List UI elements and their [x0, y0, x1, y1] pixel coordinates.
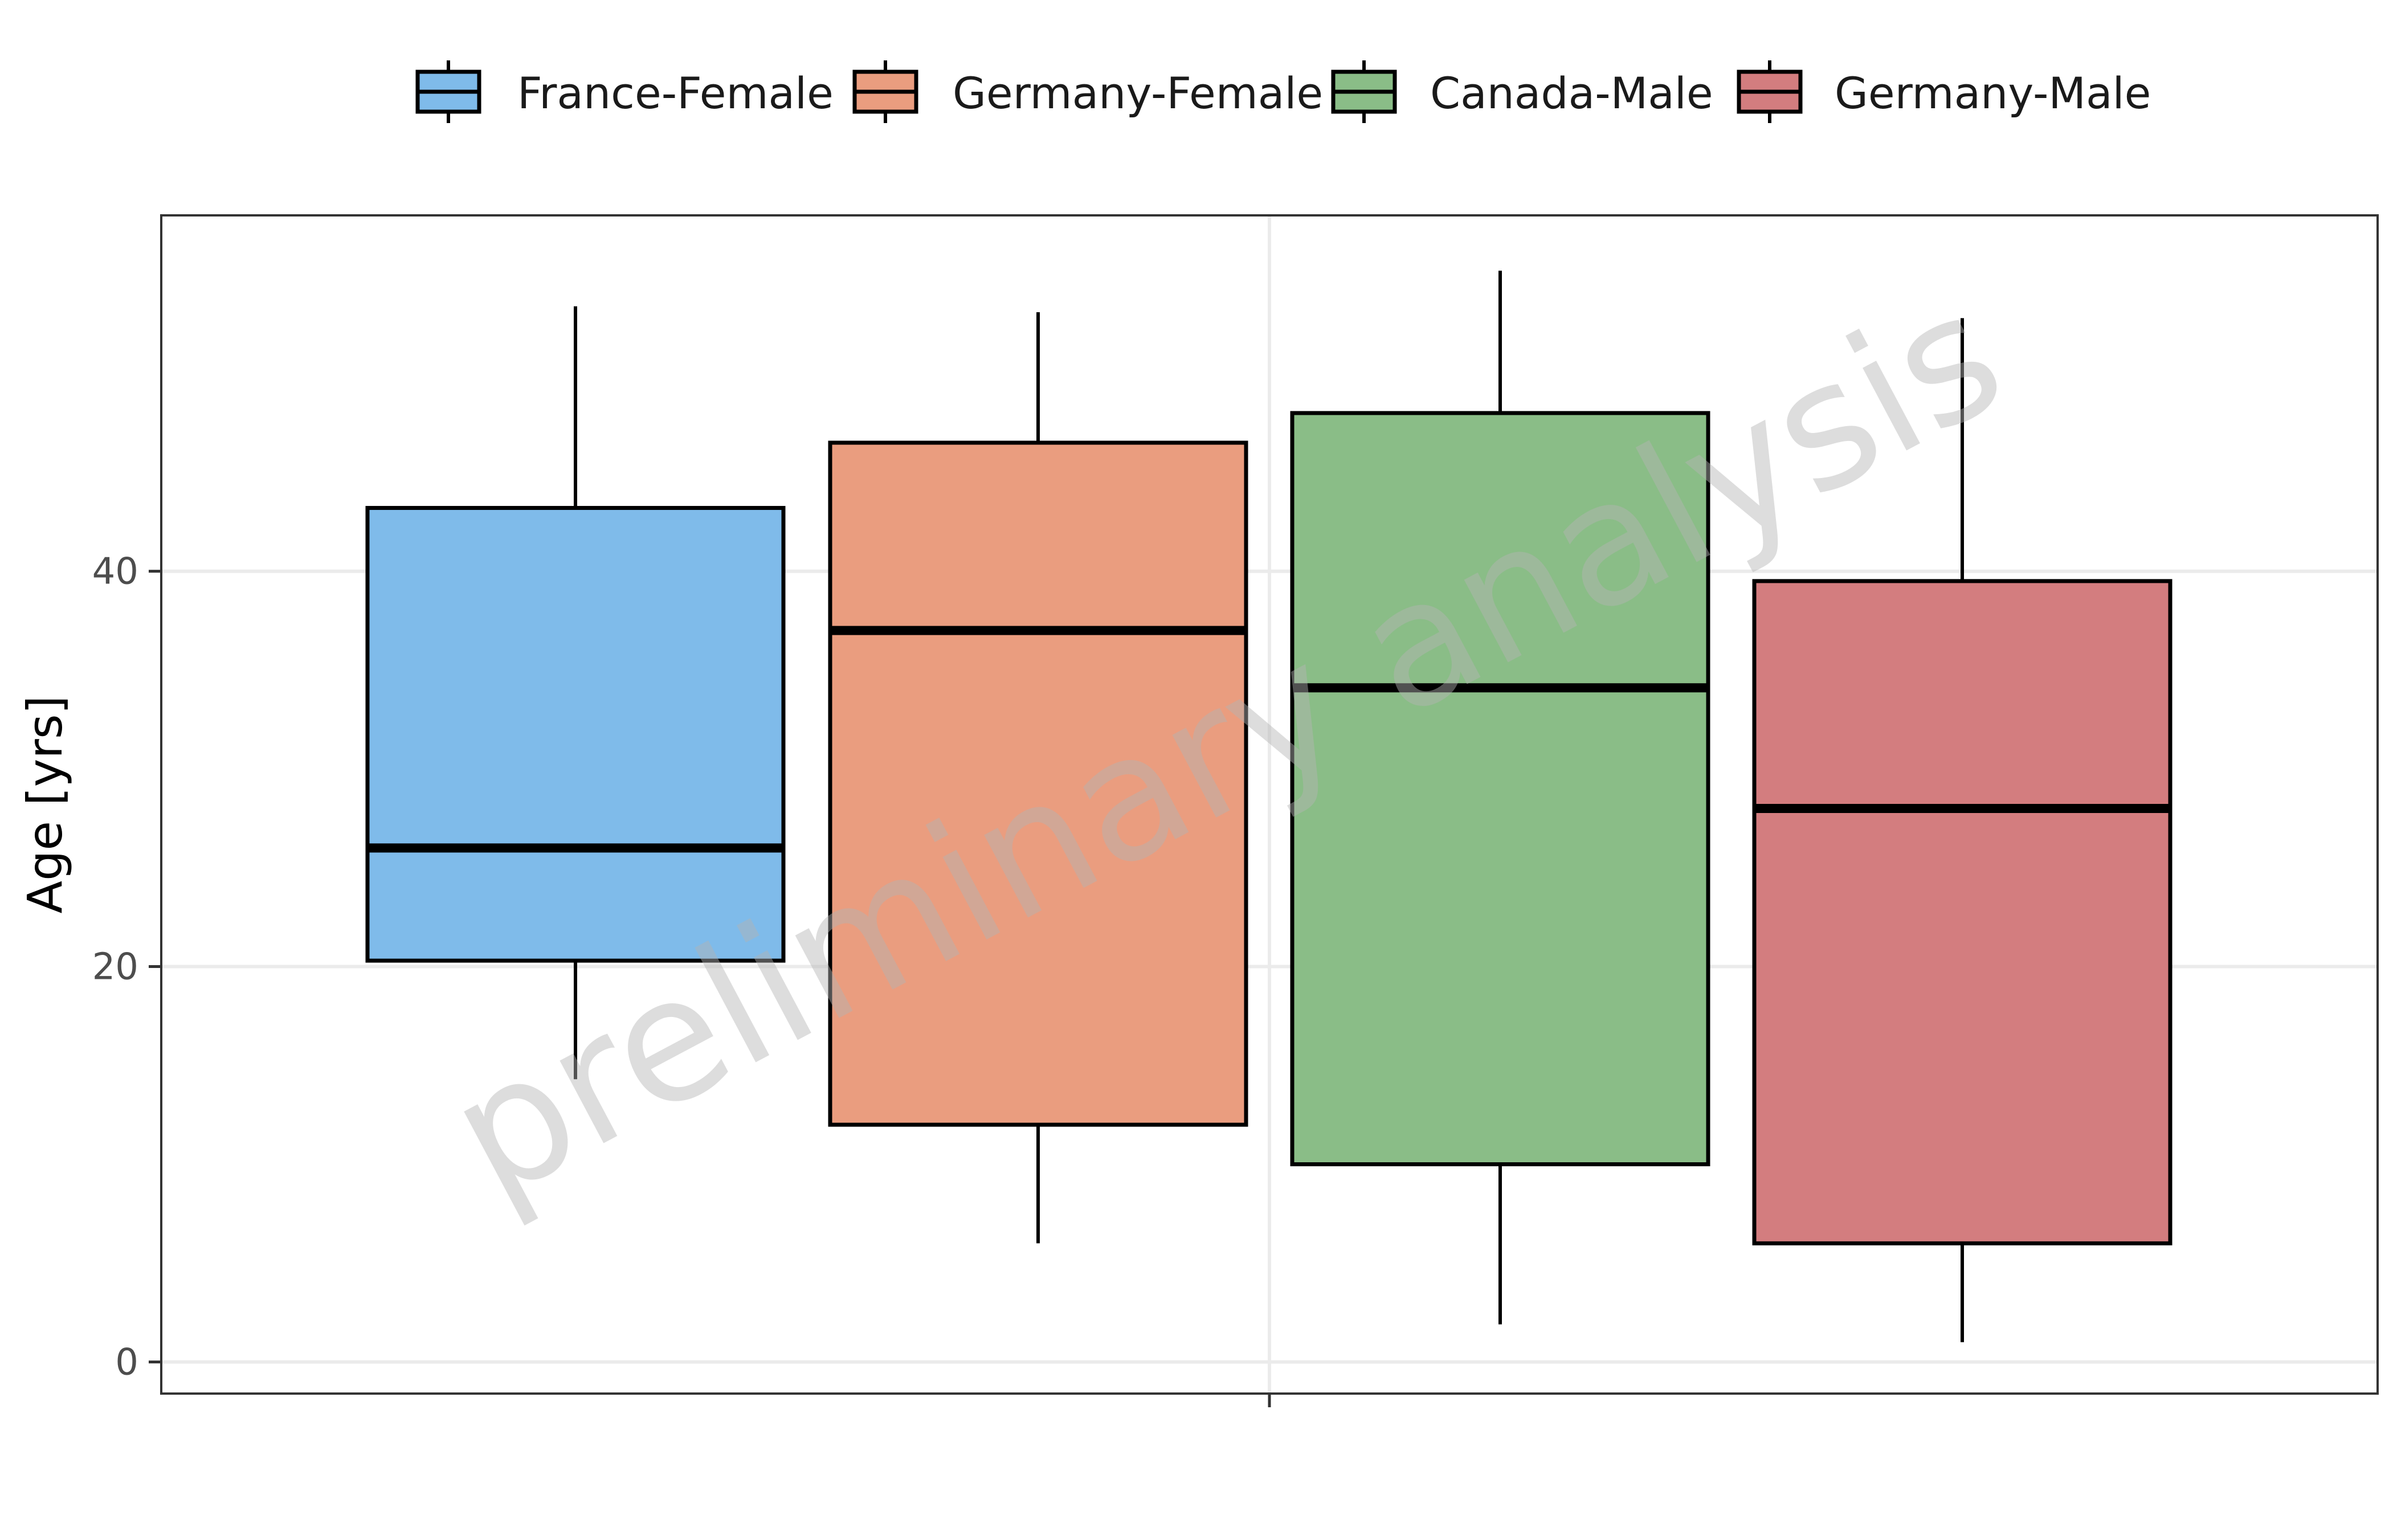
box-Germany-Male — [1752, 318, 2173, 1342]
legend: France-Female Germany-Female Canada-Male Ge… — [415, 60, 2151, 123]
box-Germany-Female — [828, 312, 1248, 1244]
y-tick-label-40: 40 — [92, 551, 138, 593]
y-tick-label-0: 0 — [115, 1341, 138, 1383]
legend-label: France-Female — [517, 68, 834, 119]
box-body — [1290, 411, 1710, 1167]
box-body — [828, 440, 1248, 1127]
legend-label: Canada-Male — [1430, 68, 1713, 119]
y-axis: 0 20 40 — [92, 551, 161, 1383]
legend-item-Germany-Male: Germany-Male — [1737, 60, 2151, 123]
legend-item-Germany-Female: Germany-Female — [852, 60, 1323, 123]
legend-item-Canada-Male: Canada-Male — [1331, 60, 1713, 123]
legend-label: Germany-Female — [953, 68, 1323, 119]
legend-item-France-Female: France-Female — [415, 60, 834, 123]
y-axis-title: Age [yrs] — [17, 696, 73, 914]
boxes — [365, 271, 2173, 1342]
box-France-Female — [365, 306, 786, 1080]
legend-label: Germany-Male — [1835, 68, 2151, 119]
y-tick-label-20: 20 — [92, 946, 138, 988]
box-body — [365, 506, 786, 963]
box-body — [1752, 579, 2173, 1245]
box-Canada-Male — [1290, 271, 1710, 1325]
